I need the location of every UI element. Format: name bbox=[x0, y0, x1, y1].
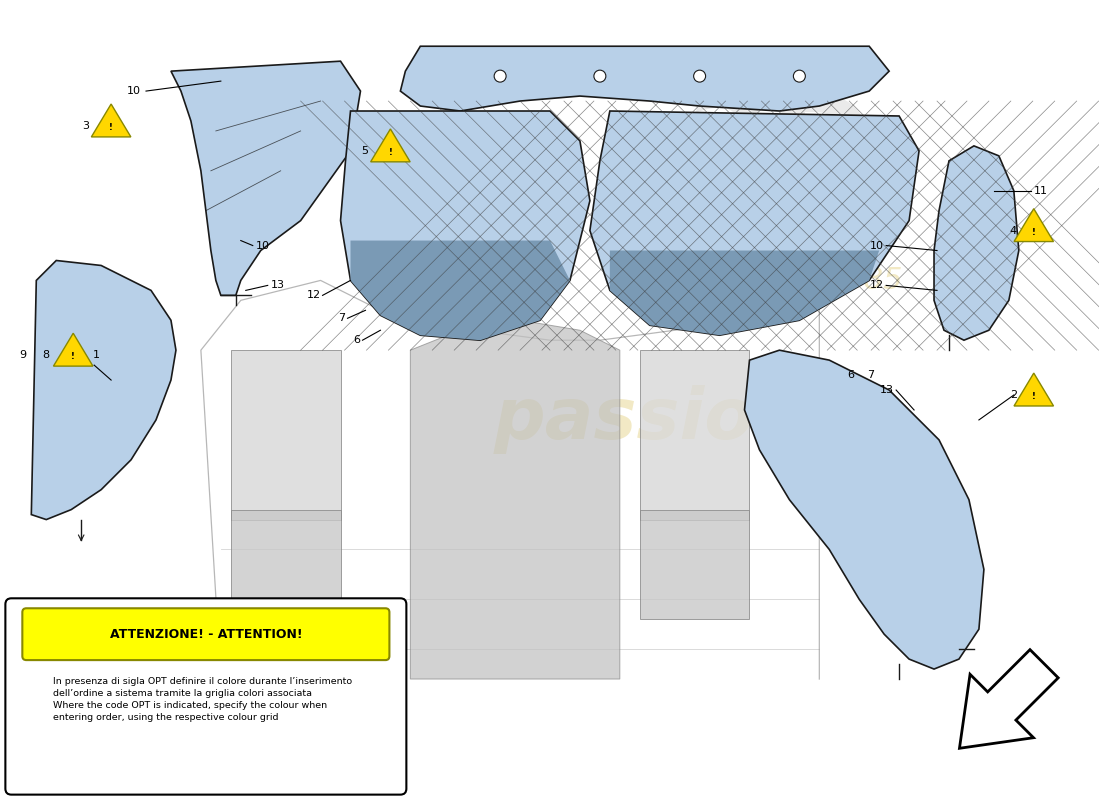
Text: 13: 13 bbox=[880, 385, 894, 395]
Polygon shape bbox=[351, 241, 570, 340]
Polygon shape bbox=[745, 350, 983, 669]
Text: 13: 13 bbox=[271, 280, 285, 290]
Polygon shape bbox=[54, 334, 94, 366]
Polygon shape bbox=[31, 261, 176, 519]
Text: 6: 6 bbox=[847, 370, 855, 380]
Text: In presenza di sigla OPT definire il colore durante l’inserimento
dell’ordine a : In presenza di sigla OPT definire il col… bbox=[53, 677, 352, 722]
Polygon shape bbox=[640, 350, 749, 519]
Text: 3: 3 bbox=[82, 121, 89, 131]
Text: !: ! bbox=[1032, 228, 1036, 237]
Circle shape bbox=[694, 70, 705, 82]
Polygon shape bbox=[640, 510, 749, 619]
Text: 11: 11 bbox=[1034, 186, 1048, 196]
Polygon shape bbox=[1014, 373, 1054, 406]
Text: !: ! bbox=[388, 148, 393, 157]
Text: !: ! bbox=[109, 123, 113, 132]
Text: passion: passion bbox=[494, 386, 806, 454]
Polygon shape bbox=[341, 111, 590, 340]
Circle shape bbox=[793, 70, 805, 82]
Text: 3D: 3D bbox=[684, 90, 875, 211]
Text: 6: 6 bbox=[353, 335, 361, 346]
Polygon shape bbox=[371, 129, 410, 162]
Text: !: ! bbox=[1032, 392, 1036, 402]
Text: 10: 10 bbox=[870, 241, 884, 250]
Text: 12: 12 bbox=[870, 280, 884, 290]
Polygon shape bbox=[400, 46, 889, 111]
Text: 4: 4 bbox=[1010, 226, 1016, 235]
Polygon shape bbox=[1014, 209, 1054, 242]
Text: 7: 7 bbox=[339, 314, 345, 323]
Polygon shape bbox=[959, 650, 1058, 748]
Text: !: ! bbox=[72, 353, 75, 362]
Polygon shape bbox=[231, 510, 341, 619]
Text: 10: 10 bbox=[126, 86, 141, 96]
FancyBboxPatch shape bbox=[6, 598, 406, 794]
Text: 2: 2 bbox=[1010, 390, 1016, 400]
Polygon shape bbox=[410, 320, 619, 679]
Text: !: ! bbox=[32, 696, 35, 705]
Text: 8: 8 bbox=[42, 350, 50, 360]
Text: 9: 9 bbox=[19, 350, 26, 360]
Text: 12: 12 bbox=[307, 290, 320, 300]
Text: 5: 5 bbox=[362, 146, 369, 156]
Polygon shape bbox=[170, 61, 361, 295]
Polygon shape bbox=[231, 350, 341, 519]
Polygon shape bbox=[609, 250, 879, 335]
Circle shape bbox=[494, 70, 506, 82]
Polygon shape bbox=[934, 146, 1019, 340]
Text: since 1985: since 1985 bbox=[736, 266, 903, 295]
Polygon shape bbox=[20, 684, 47, 706]
Text: 7: 7 bbox=[867, 370, 875, 380]
Polygon shape bbox=[590, 111, 920, 335]
Text: 10: 10 bbox=[255, 241, 270, 250]
Text: ATTENZIONE! - ATTENTION!: ATTENZIONE! - ATTENTION! bbox=[110, 628, 302, 641]
Circle shape bbox=[594, 70, 606, 82]
FancyBboxPatch shape bbox=[22, 608, 389, 660]
Text: 1: 1 bbox=[94, 350, 100, 360]
Polygon shape bbox=[91, 104, 131, 137]
